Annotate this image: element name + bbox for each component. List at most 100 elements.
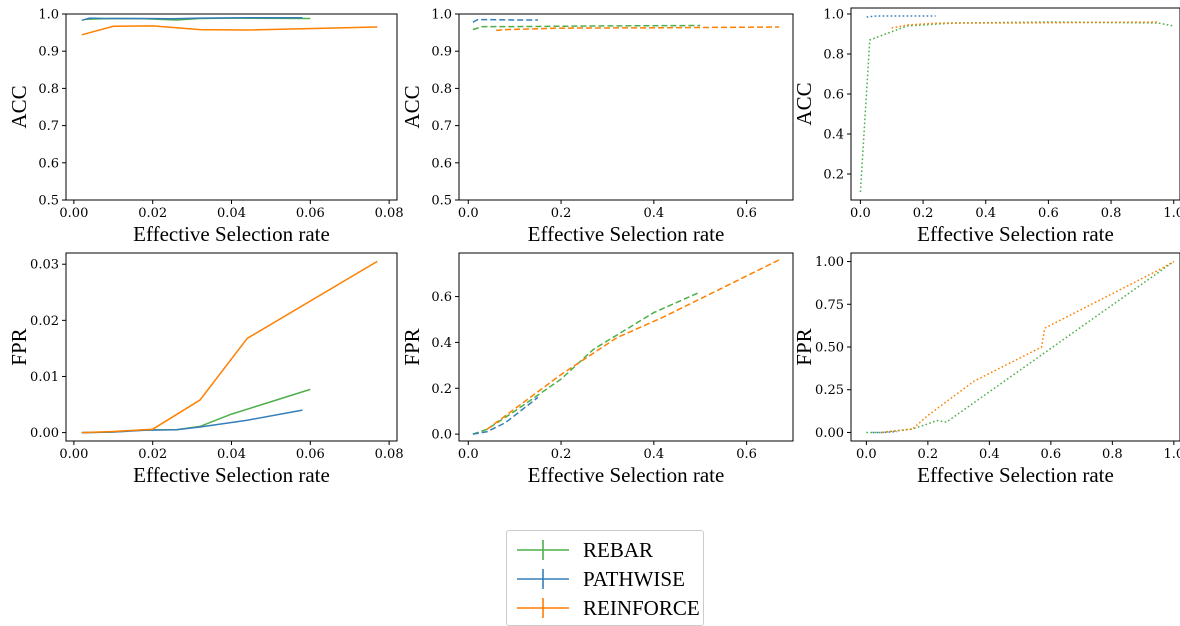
y-tick-label: 0.8 — [431, 82, 452, 97]
subplot-5: 0.0 0.2 0.4 0.6 0.0 0.2 0.4 0.6 Effective Select… — [400, 252, 794, 487]
y-tick-label: 0.01 — [30, 370, 59, 385]
y-tick-label: 0.5 — [38, 194, 59, 209]
x-tick-label: 0.4 — [975, 206, 996, 221]
axes-frame — [65, 13, 398, 201]
legend-label-reinforce: REINFORCE — [583, 596, 700, 620]
series-line-pathwise — [472, 396, 539, 435]
series-line-pathwise — [81, 16, 303, 22]
x-tick-label: 0.00 — [59, 447, 88, 462]
series-line-reinforce — [891, 21, 1159, 29]
axes-frame — [850, 7, 1180, 201]
y-tick-label: 0.9 — [431, 45, 452, 60]
series-line-rebar — [472, 24, 701, 31]
x-tick-label: 0.08 — [375, 206, 404, 221]
x-tick-label: 0.08 — [375, 447, 404, 462]
x-tick-label: 0.06 — [296, 206, 325, 221]
x-tick-label: 0.4 — [979, 447, 1000, 462]
x-tick-label: 0.2 — [913, 206, 934, 221]
y-tick-label: 0.00 — [30, 426, 59, 441]
x-axis-label: Effective Selection rate — [528, 222, 725, 246]
x-tick-label: 0.6 — [736, 447, 757, 462]
x-tick-label: 0.4 — [643, 206, 664, 221]
y-axis-label: FPR — [792, 328, 816, 365]
y-tick-label: 0.6 — [431, 156, 452, 171]
x-axis-label: Effective Selection rate — [133, 463, 330, 487]
subplot-3: 0.0 0.2 0.4 0.6 0.8 1.0 0.2 0.4 0.6 0.8 1.0 Effecti… — [792, 7, 1180, 246]
y-tick-label: 1.0 — [823, 8, 844, 23]
y-axis-label: FPR — [7, 328, 31, 365]
x-tick-label: 0.6 — [1041, 447, 1062, 462]
x-tick-label: 0.02 — [138, 206, 167, 221]
series-line-pathwise — [81, 409, 303, 434]
series-line-reinforce — [81, 25, 378, 36]
y-tick-label: 0.8 — [823, 48, 844, 63]
y-axis-label: ACC — [792, 82, 816, 125]
axes-frame — [458, 252, 794, 442]
x-tick-label: 0.8 — [1101, 206, 1122, 221]
y-axis-label: ACC — [7, 85, 31, 128]
series-line-rebar — [472, 291, 701, 435]
x-tick-label: 0.04 — [217, 447, 246, 462]
y-tick-label: 0.4 — [431, 336, 452, 351]
series-line-reinforce — [496, 26, 780, 32]
x-tick-label: 1.0 — [1163, 206, 1180, 221]
x-tick-label: 0.04 — [217, 206, 246, 221]
x-tick-label: 0.2 — [918, 447, 939, 462]
x-tick-label: 0.0 — [458, 206, 479, 221]
subplot-1: 0.00 0.02 0.04 0.06 0.08 0.5 0.6 0.7 0.8 0.9 1.0 Ef… — [7, 8, 404, 247]
x-tick-label: 1.0 — [1164, 447, 1180, 462]
legend: REBAR PATHWISE REINFORCE — [506, 530, 704, 626]
y-tick-label: 1.0 — [431, 8, 452, 23]
y-tick-label: 0.50 — [815, 341, 844, 356]
y-axis-label: ACC — [400, 85, 424, 128]
y-tick-label: 0.75 — [815, 298, 844, 313]
subplot-6: 0.0 0.2 0.4 0.6 0.8 1.0 0.00 0.25 0.50 0.75 1.00 Ef… — [792, 252, 1180, 487]
y-tick-label: 0.2 — [431, 382, 452, 397]
series-line-pathwise — [472, 18, 538, 23]
series-line-rebar — [859, 21, 1174, 193]
x-tick-label: 0.0 — [850, 206, 871, 221]
legend-label-rebar: REBAR — [583, 538, 654, 562]
y-tick-label: 0.00 — [815, 426, 844, 441]
series-line-reinforce — [881, 260, 1175, 434]
series-line-reinforce — [81, 260, 378, 434]
x-axis-label: Effective Selection rate — [133, 222, 330, 246]
y-tick-label: 0.6 — [431, 290, 452, 305]
y-tick-label: 0.02 — [30, 314, 59, 329]
y-tick-label: 0.6 — [823, 88, 844, 103]
x-tick-label: 0.06 — [296, 447, 325, 462]
x-tick-label: 0.6 — [1038, 206, 1059, 221]
y-tick-label: 0.6 — [38, 156, 59, 171]
series-line-pathwise — [866, 15, 936, 18]
legend-pathwise-marker-icon — [517, 569, 569, 589]
x-tick-label: 0.02 — [138, 447, 167, 462]
subplot-2: 0.0 0.2 0.4 0.6 0.5 0.6 0.7 0.8 0.9 1.0 Effective … — [400, 8, 794, 246]
x-tick-label: 0.2 — [551, 447, 572, 462]
x-tick-label: 0.2 — [551, 206, 572, 221]
x-tick-label: 0.4 — [643, 447, 664, 462]
legend-item-reinforce: REINFORCE — [513, 594, 703, 622]
series-line-pathwise — [872, 430, 898, 434]
x-tick-label: 0.0 — [856, 447, 877, 462]
y-tick-label: 0.7 — [431, 119, 452, 134]
x-tick-label: 0.0 — [458, 447, 479, 462]
axes-frame — [458, 13, 794, 201]
y-tick-label: 0.9 — [38, 45, 59, 60]
y-tick-label: 0.5 — [431, 194, 452, 209]
y-tick-label: 1.00 — [815, 255, 844, 270]
legend-rebar-marker-icon — [517, 540, 569, 560]
x-axis-label: Effective Selection rate — [528, 463, 725, 487]
y-axis-label: FPR — [400, 328, 424, 365]
y-tick-label: 0.8 — [38, 82, 59, 97]
legend-item-rebar: REBAR — [513, 536, 703, 564]
y-tick-label: 0.03 — [30, 258, 59, 273]
axes-frame — [850, 252, 1180, 442]
y-tick-label: 1.0 — [38, 8, 59, 23]
y-tick-label: 0.2 — [823, 168, 844, 183]
series-line-rebar — [866, 260, 1175, 434]
x-axis-label: Effective Selection rate — [917, 222, 1114, 246]
series-line-reinforce — [486, 259, 780, 431]
axes-frame — [65, 252, 398, 442]
y-tick-label: 0.7 — [38, 119, 59, 134]
